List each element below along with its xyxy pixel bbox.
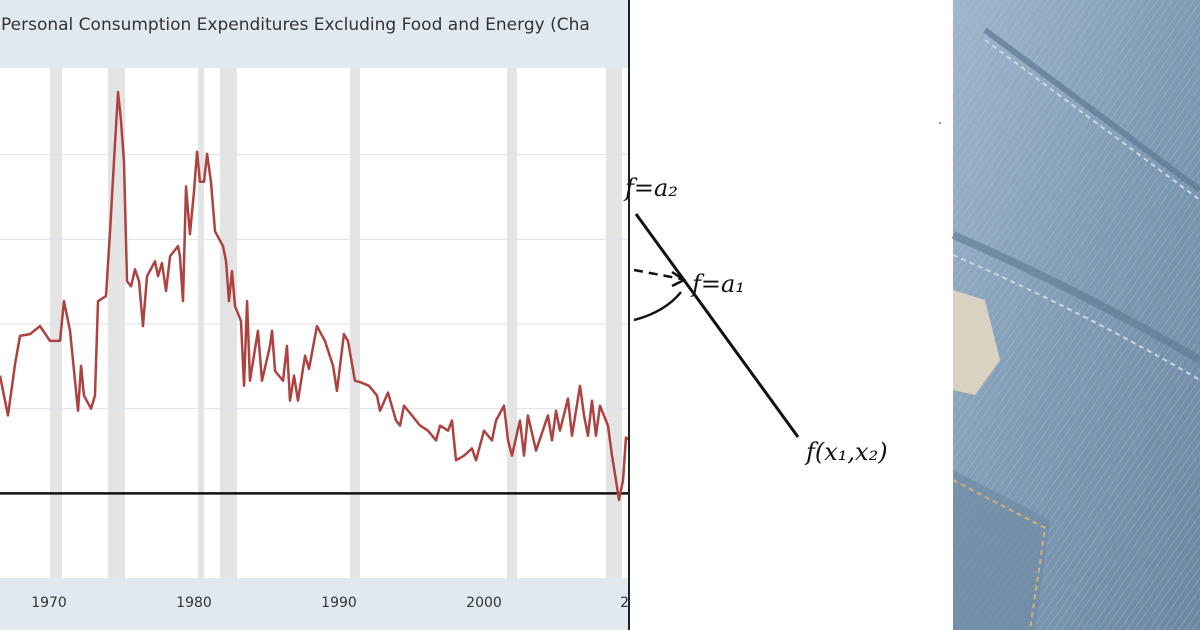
banknote xyxy=(953,290,1000,395)
diagram-label: f=a₂ xyxy=(623,174,678,202)
diagram-label: f=a₁ xyxy=(690,270,745,298)
chart-panel: 1970 1980 1990 2000 20 Personal Consumption … xyxy=(0,0,638,630)
pocket xyxy=(953,470,1050,630)
x-tick-label: 1980 xyxy=(176,595,212,611)
title-band xyxy=(0,0,629,68)
plot-area xyxy=(0,68,629,578)
photo-panel xyxy=(951,0,1200,630)
diagram-panel: f=a₂ f=a₁ f(x₁,x₂) xyxy=(623,122,941,466)
plot: 1970 1980 1990 2000 20 xyxy=(0,68,638,611)
recession-band xyxy=(50,68,63,578)
dot xyxy=(939,122,941,124)
diagram-line xyxy=(634,213,800,438)
seam xyxy=(951,231,1200,364)
axis-band xyxy=(0,578,629,630)
recession-band xyxy=(507,68,518,578)
arrow-head xyxy=(671,270,687,288)
x-tick-label: 1990 xyxy=(321,595,357,611)
chart-title: Personal Consumption Expenditures Exclud… xyxy=(1,15,590,35)
seam xyxy=(983,27,1200,193)
dashed-line xyxy=(633,268,683,281)
x-tick-label: 2000 xyxy=(466,595,502,611)
recession-band xyxy=(605,68,623,578)
x-tick-label: 20 xyxy=(620,595,638,611)
diagram-label: f(x₁,x₂) xyxy=(804,438,888,466)
x-tick-label: 1970 xyxy=(31,595,67,611)
recession-band xyxy=(350,68,361,578)
curve xyxy=(633,291,682,322)
stitch xyxy=(952,479,1047,630)
data-line xyxy=(0,90,629,502)
stitch xyxy=(952,254,1200,381)
recession-band xyxy=(198,68,205,578)
recession-band xyxy=(219,68,238,578)
